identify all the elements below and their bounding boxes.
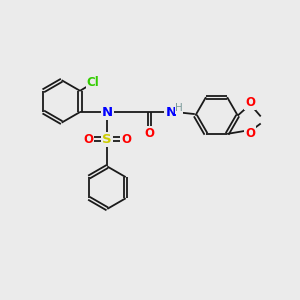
Text: Cl: Cl <box>87 76 99 89</box>
Text: O: O <box>83 133 94 146</box>
Text: N: N <box>102 106 113 118</box>
Text: S: S <box>103 133 112 146</box>
Text: H: H <box>175 103 183 113</box>
Text: N: N <box>165 106 176 118</box>
Text: O: O <box>145 127 155 140</box>
Text: O: O <box>245 127 255 140</box>
Text: O: O <box>121 133 131 146</box>
Text: O: O <box>245 96 255 110</box>
